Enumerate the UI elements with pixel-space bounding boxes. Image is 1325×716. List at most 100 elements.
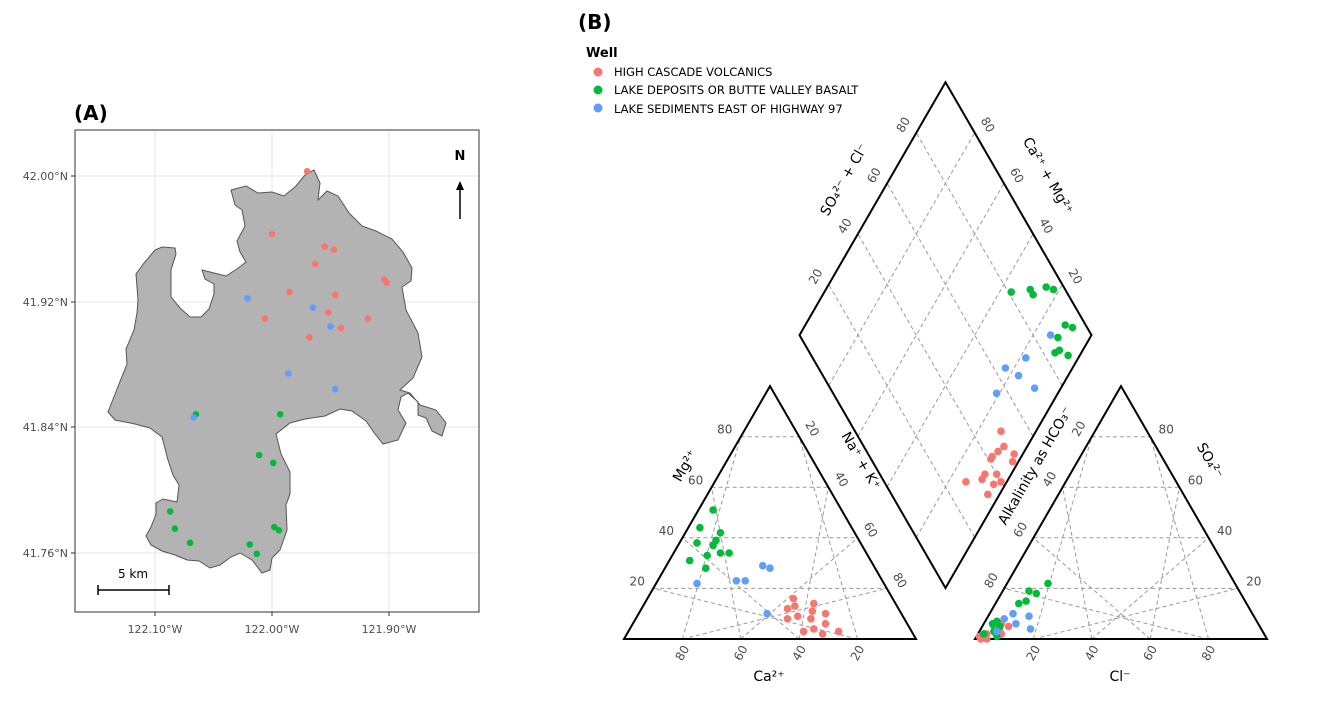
cation-point-lake-deposits-or-butte-valley-basalt-7 <box>685 556 694 565</box>
anion-bottom-tick-20: 20 <box>1024 643 1044 663</box>
map-point-high-cascade-volcanics-14 <box>306 334 313 341</box>
cation-left-tick-20: 20 <box>630 574 645 588</box>
scale-bar: 5 km <box>97 567 170 595</box>
diamond-point-lake-deposits-or-butte-valley-basalt-4 <box>1026 285 1034 294</box>
cation-left-tick-40: 40 <box>659 524 674 538</box>
scale-bar-label: 5 km <box>118 567 148 581</box>
diamond-right-axis-label: Ca²⁺ + Mg²⁺ <box>1019 135 1076 217</box>
map-point-lake-sediments-east-of-highway-97-1 <box>244 295 251 302</box>
map-point-high-cascade-volcanics-9 <box>331 291 339 299</box>
anion-left-tick-20: 20 <box>1069 419 1089 439</box>
diamond-right-tick-80: 80 <box>978 115 998 135</box>
cation-triangle-frame <box>622 384 918 640</box>
anion-point-lake-sediments-east-of-highway-97-5 <box>1025 612 1033 620</box>
map-point-high-cascade-volcanics-3 <box>321 243 328 250</box>
map-point-lake-deposits-or-butte-valley-basalt-8 <box>275 527 283 534</box>
map-point-high-cascade-volcanics-13 <box>337 324 345 332</box>
anion-grid-l-20 <box>1033 587 1238 640</box>
map-point-high-cascade-volcanics-7 <box>383 279 391 286</box>
diamond-point-lake-deposits-or-butte-valley-basalt-2 <box>1042 283 1050 291</box>
diamond-grid-b-60 <box>886 183 1034 437</box>
diamond-grid-a-20 <box>915 284 1063 538</box>
anion-point-lake-deposits-or-butte-valley-basalt-9 <box>980 630 988 638</box>
anion-point-lake-deposits-or-butte-valley-basalt-1 <box>1015 599 1023 608</box>
anion-grid-l-80 <box>1149 436 1210 640</box>
legend-swatch-lake-deposits <box>593 85 603 95</box>
diamond-point-lake-deposits-or-butte-valley-basalt-7 <box>1061 321 1069 329</box>
north-arrow-head <box>456 181 464 190</box>
cation-point-high-cascade-volcanics-2 <box>821 609 830 618</box>
anion-bottom-tick-80: 80 <box>1199 643 1219 663</box>
legend-swatch-lake-sediments <box>593 103 603 113</box>
diamond-left-axis-label: SO₄²⁻ + Cl⁻ <box>818 141 872 218</box>
cation-point-high-cascade-volcanics-3 <box>807 615 815 623</box>
anion-point-lake-deposits-or-butte-valley-basalt-6 <box>988 620 997 628</box>
map-point-high-cascade-volcanics-12 <box>364 315 372 322</box>
cation-point-high-cascade-volcanics-1 <box>821 620 830 628</box>
ca-axis-label: Ca²⁺ <box>753 669 784 685</box>
map-point-lake-deposits-or-butte-valley-basalt-11 <box>253 550 261 558</box>
piper-frames <box>622 80 1269 640</box>
diamond-point-high-cascade-volcanics-12 <box>984 490 992 499</box>
diamond-point-high-cascade-volcanics-5 <box>994 447 1002 456</box>
anion-bottom-tick-40: 40 <box>1082 643 1102 663</box>
legend: Well HIGH CASCADE VOLCANICS LAKE DEPOSIT… <box>586 46 859 116</box>
cation-grid-l-40 <box>740 537 858 640</box>
map-point-high-cascade-volcanics-2 <box>268 230 276 238</box>
panel-a-map: (A) 42.00°N 41.92 <box>23 101 480 636</box>
cation-point-lake-deposits-or-butte-valley-basalt-2 <box>693 539 701 547</box>
map-point-lake-sediments-east-of-highway-97-2 <box>309 304 317 312</box>
map-axis-ticks <box>71 175 390 616</box>
cation-point-high-cascade-volcanics-5 <box>793 612 802 620</box>
cation-left-tick-60: 60 <box>688 473 703 487</box>
diamond-left-tick-40: 40 <box>835 216 855 236</box>
diamond-point-lake-sediments-east-of-highway-97-6 <box>992 389 1001 398</box>
map-point-high-cascade-volcanics-5 <box>312 260 319 268</box>
diamond-point-high-cascade-volcanics-2 <box>981 470 989 479</box>
cation-point-lake-deposits-or-butte-valley-basalt-9 <box>716 529 725 537</box>
cation-point-lake-sediments-east-of-highway-97-2 <box>732 577 741 585</box>
panel-b-label: (B) <box>578 10 612 34</box>
cation-bottom-tick-40: 40 <box>789 643 809 663</box>
diamond-point-lake-sediments-east-of-highway-97-1 <box>1046 331 1055 339</box>
cation-right-tick-80: 80 <box>890 570 910 590</box>
anion-right-tick-20: 20 <box>1246 574 1261 588</box>
cation-bottom-tick-20: 20 <box>848 643 868 663</box>
panel-a-label: (A) <box>74 101 108 125</box>
cation-grid-r-60 <box>682 537 800 640</box>
diamond-grid-b-40 <box>857 233 1005 488</box>
cation-point-lake-sediments-east-of-highway-97-5 <box>766 564 774 572</box>
diamond-point-lake-sediments-east-of-highway-97-3 <box>1030 384 1039 393</box>
diamond-point-high-cascade-volcanics-7 <box>1010 450 1018 458</box>
anion-left-tick-60: 60 <box>1011 520 1031 540</box>
x-tick-label-122-00: 122.00°W <box>245 623 300 636</box>
anion-right-tick-60: 60 <box>1188 473 1203 487</box>
diamond-grid-a-60 <box>857 183 1005 437</box>
legend-label-high-cascade: HIGH CASCADE VOLCANICS <box>614 65 772 79</box>
anion-left-tick-40: 40 <box>1040 469 1060 489</box>
map-point-lake-deposits-or-butte-valley-basalt-6 <box>171 525 179 532</box>
legend-title: Well <box>586 46 618 61</box>
map-point-lake-deposits-or-butte-valley-basalt-7 <box>271 523 278 531</box>
anion-left-tick-80: 80 <box>981 570 1001 590</box>
diamond-point-lake-sediments-east-of-highway-97-4 <box>1014 371 1023 380</box>
map-point-lake-deposits-or-butte-valley-basalt-2 <box>276 411 284 418</box>
diamond-point-lake-deposits-or-butte-valley-basalt-8 <box>1055 346 1064 355</box>
map-point-lake-sediments-east-of-highway-97-5 <box>331 385 339 393</box>
diamond-left-tick-20: 20 <box>806 266 826 286</box>
cation-point-lake-sediments-east-of-highway-97-4 <box>758 561 767 570</box>
anion-right-tick-80: 80 <box>1159 423 1174 437</box>
diamond-right-tick-60: 60 <box>1007 165 1027 185</box>
diamond-grid-b-20 <box>828 284 976 538</box>
diamond-left-tick-80: 80 <box>893 115 913 135</box>
legend-label-lake-sediments: LAKE SEDIMENTS EAST OF HIGHWAY 97 <box>614 102 843 116</box>
anion-right-tick-40: 40 <box>1217 524 1232 538</box>
anion-grid-r-40 <box>1062 487 1093 640</box>
diamond-point-high-cascade-volcanics-10 <box>989 480 998 489</box>
cation-point-lake-sediments-east-of-highway-97-3 <box>741 577 749 585</box>
cation-bottom-tick-80: 80 <box>673 643 693 663</box>
map-point-lake-deposits-or-butte-valley-basalt-9 <box>186 539 194 547</box>
y-tick-label-41-92: 41.92°N <box>23 296 68 309</box>
diamond-right-tick-20: 20 <box>1065 266 1085 286</box>
map-point-lake-sediments-east-of-highway-97-4 <box>285 370 292 377</box>
